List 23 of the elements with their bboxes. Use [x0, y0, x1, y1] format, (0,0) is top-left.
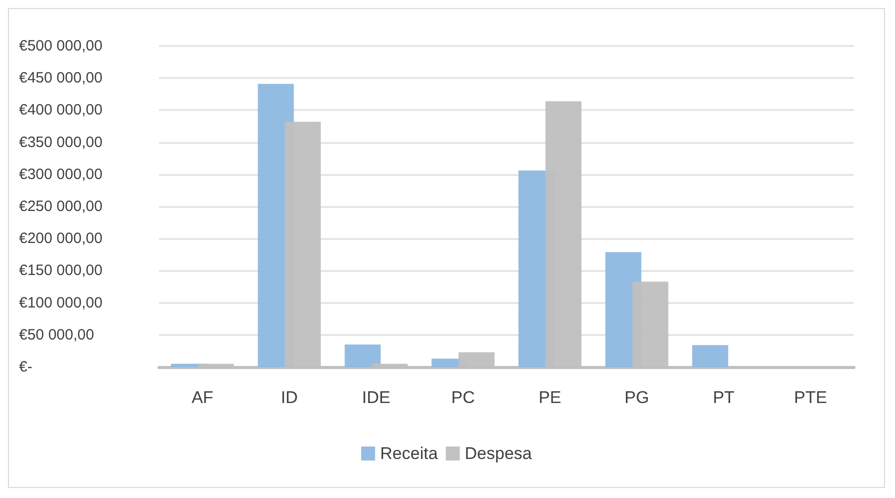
- x-tick-label: PG: [624, 388, 650, 407]
- x-tick-label: PC: [451, 388, 475, 407]
- y-tick-label: €250 000,00: [19, 198, 102, 215]
- y-tick-label: €50 000,00: [19, 326, 94, 344]
- bar: [692, 345, 728, 367]
- y-tick-label: €350 000,00: [19, 134, 102, 151]
- x-tick-label: IDE: [362, 388, 390, 407]
- x-tick-label: AF: [192, 388, 214, 407]
- x-tick-label: PTE: [794, 388, 828, 407]
- y-tick-label: €450 000,00: [19, 70, 102, 87]
- y-tick-label: €200 000,00: [19, 230, 102, 248]
- y-tick-label: €100 000,00: [19, 294, 102, 312]
- y-tick-label: €300 000,00: [19, 166, 102, 183]
- x-tick-label: PE: [538, 388, 562, 407]
- x-tick-label: ID: [280, 388, 298, 407]
- y-tick-label: €500 000,00: [19, 38, 102, 54]
- y-tick-label: €400 000,00: [19, 102, 102, 119]
- bar: [344, 344, 381, 367]
- y-tick-label: €-: [19, 358, 32, 376]
- x-tick-label: PT: [712, 388, 735, 407]
- legend-label: Despesa: [464, 444, 532, 463]
- y-tick-label: €150 000,00: [19, 262, 102, 280]
- legend-label: Receita: [380, 444, 438, 463]
